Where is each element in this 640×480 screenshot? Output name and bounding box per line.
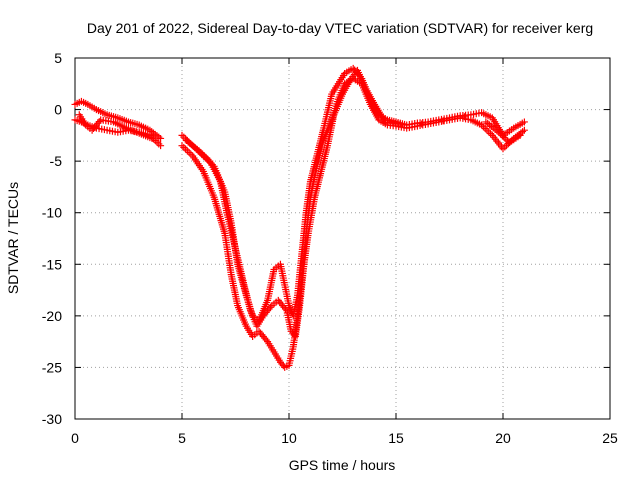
data-point-marker: [157, 142, 165, 150]
data-point-marker: [262, 336, 270, 344]
data-point-marker: [520, 126, 528, 134]
data-point-marker: [520, 118, 528, 126]
data-point-marker: [281, 305, 289, 313]
data-point-marker: [187, 150, 195, 158]
data-point-marker: [418, 120, 426, 128]
data-point-marker: [516, 131, 524, 139]
data-point-marker: [178, 142, 186, 150]
chart-title: Day 201 of 2022, Sidereal Day-to-day VTE…: [87, 20, 593, 36]
y-tick-label: -10: [42, 205, 62, 221]
data-point-marker: [396, 120, 404, 128]
data-point-marker: [460, 113, 468, 121]
data-point-marker: [153, 138, 161, 146]
data-point-marker: [183, 147, 191, 155]
x-axis-label: GPS time / hours: [289, 457, 396, 473]
data-point-marker: [182, 145, 190, 153]
data-point-marker: [266, 303, 274, 311]
x-tick-label: 0: [71, 430, 79, 446]
y-tick-label: -20: [42, 308, 62, 324]
y-tick-label: -30: [42, 411, 62, 427]
x-tick-label: 10: [281, 430, 297, 446]
data-point-marker: [155, 140, 163, 148]
data-point-marker: [180, 143, 188, 151]
y-tick-label: 5: [54, 50, 62, 66]
x-tick-label: 20: [495, 430, 511, 446]
data-points: [71, 64, 528, 371]
series-trace-b: [71, 75, 528, 371]
data-point-marker: [157, 134, 165, 142]
x-tick-label: 5: [178, 430, 186, 446]
grid: [75, 58, 610, 419]
x-tick-label: 15: [388, 430, 404, 446]
y-tick-label: -5: [50, 153, 63, 169]
data-point-marker: [439, 117, 447, 125]
y-axis-label: SDTVAR / TECUs: [5, 182, 21, 294]
series-trace-a: [71, 64, 528, 325]
y-tick-label: -15: [42, 256, 62, 272]
data-point-marker: [178, 131, 186, 139]
series-trace-c: [75, 66, 524, 340]
plot-frame: [74, 57, 611, 420]
x-tick-label: 25: [602, 430, 618, 446]
data-point-marker: [148, 134, 156, 142]
y-tick-label: 0: [54, 102, 62, 118]
data-point-marker: [185, 149, 193, 157]
y-tick-label: -25: [42, 359, 62, 375]
data-point-marker: [95, 118, 103, 126]
axis-ticks: 0 5 10 15 20 25 5 0 -5 -10 -15 -20 -25 -30: [42, 50, 618, 446]
